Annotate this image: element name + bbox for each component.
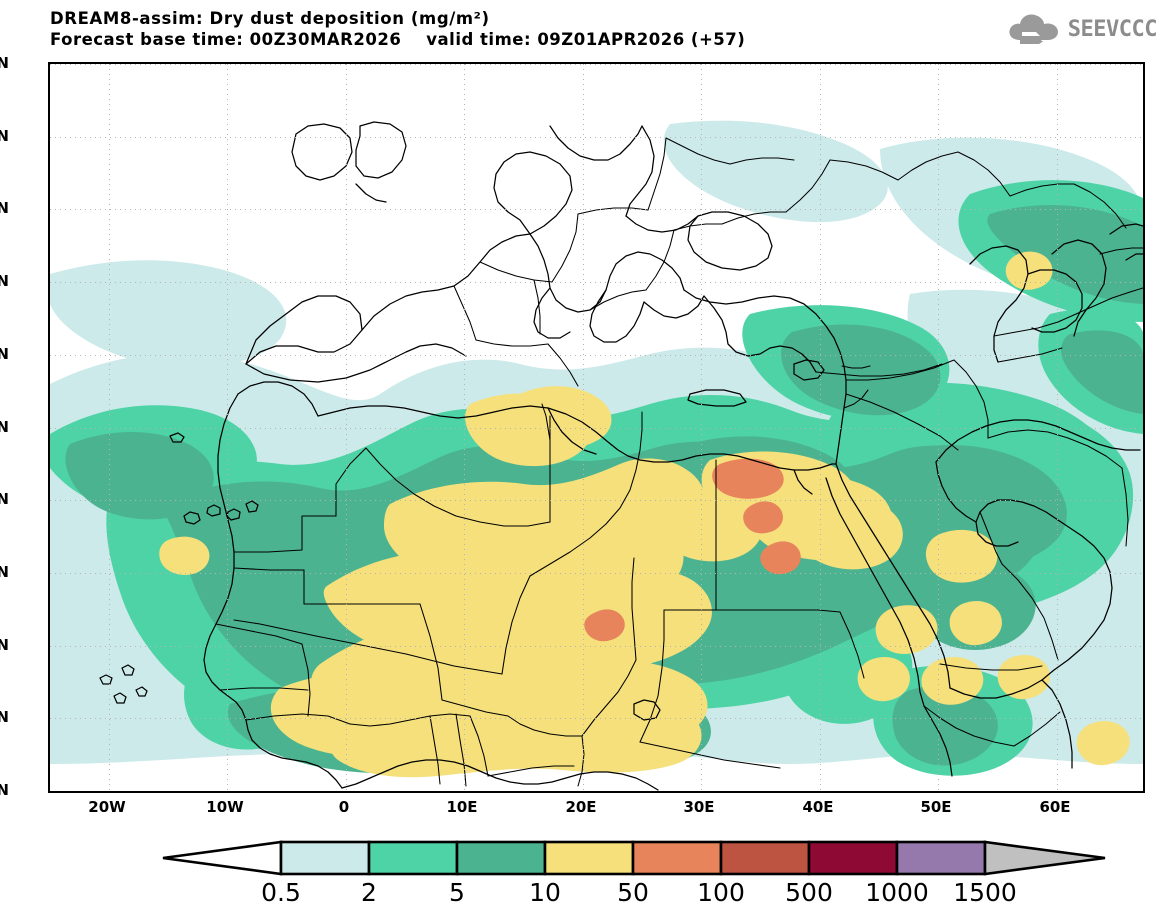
y-axis-tick xyxy=(48,573,50,575)
x-axis-label: 50E xyxy=(920,798,952,816)
y-axis-tick xyxy=(48,355,50,357)
y-axis-tick xyxy=(48,282,50,284)
colorbar-tick-label: 1000 xyxy=(865,878,929,907)
x-axis-tick xyxy=(938,791,940,793)
colorbar-under-arrow xyxy=(162,840,283,876)
x-axis-label: 20W xyxy=(88,798,126,816)
y-axis-tick xyxy=(48,646,50,648)
y-axis-label: 30N xyxy=(0,418,9,436)
y-axis-label: 25N xyxy=(0,490,9,508)
gridline-vertical xyxy=(820,64,821,791)
y-axis-tick xyxy=(48,791,50,793)
y-axis-tick xyxy=(48,718,50,720)
gridline-horizontal xyxy=(50,209,1143,210)
gridline-horizontal xyxy=(50,282,1143,283)
map-plot-area xyxy=(48,62,1145,793)
x-axis-tick xyxy=(701,791,703,793)
x-axis-tick xyxy=(109,791,111,793)
x-axis-label: 10E xyxy=(446,798,478,816)
x-axis-tick xyxy=(583,791,585,793)
x-axis-tick xyxy=(227,791,229,793)
colorbar-tick-label: 500 xyxy=(785,878,833,907)
y-axis-label: 35N xyxy=(0,345,9,363)
colorbar-tick-label: 10 xyxy=(529,878,561,907)
map-canvas xyxy=(50,64,1143,791)
y-axis-tick xyxy=(48,209,50,211)
y-axis-label: 20N xyxy=(0,563,9,581)
x-axis-tick xyxy=(820,791,822,793)
gridline-horizontal xyxy=(50,355,1143,356)
gridline-horizontal xyxy=(50,500,1143,501)
gridline-horizontal xyxy=(50,646,1143,647)
gridline-vertical xyxy=(346,64,347,791)
x-axis-tick xyxy=(464,791,466,793)
cloud-icon xyxy=(1006,10,1062,48)
x-axis-label: 0 xyxy=(338,798,350,816)
chart-subtitle: Forecast base time: 00Z30MAR2026 valid t… xyxy=(50,30,746,49)
chart-header: DREAM8-assim: Dry dust deposition (mg/m²… xyxy=(50,8,1010,50)
gridline-horizontal xyxy=(50,64,1143,65)
colorbar-tick-label: 100 xyxy=(697,878,745,907)
y-axis-label: 40N xyxy=(0,272,9,290)
y-axis-tick xyxy=(48,500,50,502)
y-axis-label: 15N xyxy=(0,636,9,654)
gridline-vertical xyxy=(938,64,939,791)
colorbar: 0.5 2 5 10 50 100 500 1000 1500 xyxy=(0,838,1165,907)
colorbar-tick-label: 50 xyxy=(617,878,649,907)
y-axis-label: 50N xyxy=(0,127,9,145)
y-axis-tick xyxy=(48,64,50,66)
y-axis-label: 10N xyxy=(0,708,9,726)
gridline-vertical xyxy=(701,64,702,791)
y-axis-tick xyxy=(48,137,50,139)
gridline-horizontal xyxy=(50,428,1143,429)
y-axis-label: 5N xyxy=(0,781,9,799)
gridline-vertical xyxy=(1057,64,1058,791)
x-axis-label: 20E xyxy=(565,798,597,816)
colorbar-over-arrow xyxy=(983,840,1106,876)
colorbar-tick-label: 5 xyxy=(449,878,465,907)
colorbar-tick-label: 0.5 xyxy=(261,878,301,907)
seevccc-logo: SEEVCCC xyxy=(1006,10,1158,48)
logo-text: SEEVCCC xyxy=(1067,16,1158,42)
gridline-vertical xyxy=(583,64,584,791)
gridline-vertical xyxy=(109,64,110,791)
y-axis-tick xyxy=(48,428,50,430)
colorbar-tick-label: 2 xyxy=(361,878,377,907)
gridline-vertical xyxy=(227,64,228,791)
gridline-vertical xyxy=(464,64,465,791)
colorbar-tick-label: 1500 xyxy=(953,878,1017,907)
map-coastlines-borders xyxy=(99,121,1143,791)
y-axis-label: 45N xyxy=(0,199,9,217)
x-axis-tick xyxy=(1057,791,1059,793)
gridline-horizontal xyxy=(50,718,1143,719)
x-axis-tick xyxy=(346,791,348,793)
x-axis-label: 40E xyxy=(802,798,834,816)
gridline-horizontal xyxy=(50,137,1143,138)
chart-title: DREAM8-assim: Dry dust deposition (mg/m²… xyxy=(50,9,490,28)
x-axis-label: 30E xyxy=(683,798,715,816)
y-axis-label: 55N xyxy=(0,54,9,72)
dust-deposition-map xyxy=(50,64,1143,791)
colorbar-swatches xyxy=(162,840,1106,876)
gridline-horizontal xyxy=(50,573,1143,574)
x-axis-label: 60E xyxy=(1039,798,1071,816)
x-axis-label: 10W xyxy=(206,798,244,816)
